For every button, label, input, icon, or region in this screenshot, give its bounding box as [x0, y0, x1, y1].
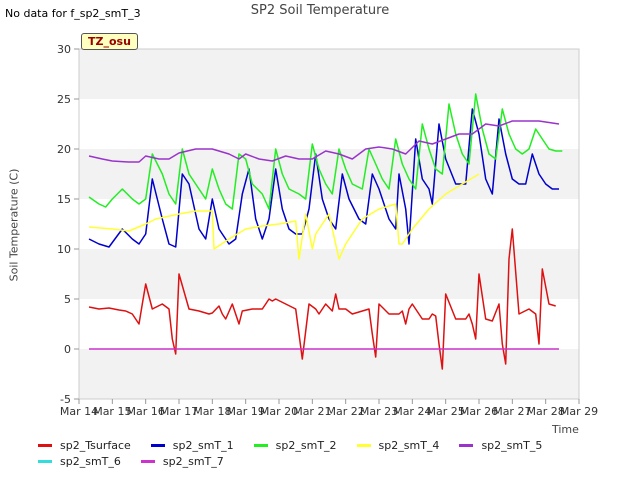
legend-item-sp2_Tsurface: sp2_Tsurface	[38, 438, 131, 453]
y-tick-label: 0	[64, 343, 71, 356]
y-tick-label: 10	[57, 243, 71, 256]
site-badge: TZ_osu	[81, 33, 138, 50]
y-tick-label: 5	[64, 293, 71, 306]
legend-swatch	[38, 444, 52, 447]
legend-label: sp2_smT_6	[60, 455, 121, 468]
series-line-sp2_smT_5	[88, 120, 560, 163]
x-tick-label: Mar 21	[293, 405, 331, 418]
plot-frame	[78, 48, 580, 400]
y-axis-title: Soil Temperature (C)	[7, 168, 21, 282]
grid-band	[79, 249, 579, 299]
legend-item-sp2_smT_1: sp2_smT_1	[150, 438, 234, 453]
x-tick-label: Mar 18	[193, 405, 231, 418]
legend-swatch	[356, 444, 371, 447]
x-tick-label: Mar 25	[427, 405, 465, 418]
legend-swatch	[38, 460, 52, 463]
legend-label: sp2_smT_2	[275, 439, 337, 452]
legend-item-sp2_smT_5: sp2_smT_5	[459, 438, 542, 453]
x-tick-label: Mar 23	[360, 405, 398, 418]
x-axis-title: Time	[552, 423, 579, 436]
y-tick-label: 20	[57, 143, 71, 156]
chart-title: SP2 Soil Temperature	[250, 3, 390, 18]
legend: sp2_Tsurface sp2_smT_1 sp2_smT_2 sp2_smT_4 s…	[38, 437, 628, 469]
grid-band	[79, 349, 579, 399]
legend-label: sp2_Tsurface	[60, 439, 131, 452]
background-bands	[79, 49, 579, 399]
legend-label: sp2_smT_5	[481, 439, 543, 452]
x-tick-label: Mar 22	[327, 405, 365, 418]
x-tick-label: Mar 26	[460, 405, 498, 418]
legend-label: sp2_smT_4	[378, 439, 440, 452]
series-line-sp2_smT_2	[88, 93, 563, 210]
x-tick-label: Mar 17	[160, 405, 198, 418]
legend-item-sp2_smT_4: sp2_smT_4	[356, 438, 440, 453]
x-tick-label: Mar 24	[393, 405, 431, 418]
series-layer	[88, 93, 563, 370]
x-tick-label: Mar 20	[260, 405, 298, 418]
x-tick-label: Mar 16	[127, 405, 165, 418]
y-tick-label: 25	[57, 93, 71, 106]
y-axis: -5 0 5 10 15 20 25 30	[57, 43, 79, 406]
legend-label: sp2_smT_1	[172, 439, 234, 452]
x-tick-label: Mar 15	[93, 405, 131, 418]
x-tick-label: Mar 28	[527, 405, 565, 418]
series-line-sp2_smT_4	[88, 173, 480, 260]
series-line-sp2_smT_1	[88, 108, 559, 248]
legend-swatch	[150, 444, 165, 447]
legend-item-sp2_smT_6: sp2_smT_6	[38, 454, 121, 469]
legend-item-sp2_smT_7: sp2_smT_7	[140, 454, 224, 469]
no-data-note: No data for f_sp2_smT_3	[5, 7, 141, 20]
series-line-sp2_Tsurface	[88, 228, 556, 370]
x-tick-label: Mar 29	[560, 405, 598, 418]
y-tick-label: 30	[57, 43, 71, 56]
y-tick-label: -5	[60, 393, 71, 406]
legend-swatch	[253, 444, 268, 447]
legend-item-sp2_smT_2: sp2_smT_2	[253, 438, 337, 453]
x-tick-label: Mar 27	[493, 405, 531, 418]
x-tick-label: Mar 19	[227, 405, 265, 418]
legend-label: sp2_smT_7	[162, 455, 224, 468]
legend-swatch	[459, 444, 474, 447]
x-tick-label: Mar 14	[60, 405, 98, 418]
legend-swatch	[140, 460, 155, 463]
grid-band	[79, 49, 579, 99]
y-tick-label: 15	[57, 193, 71, 206]
